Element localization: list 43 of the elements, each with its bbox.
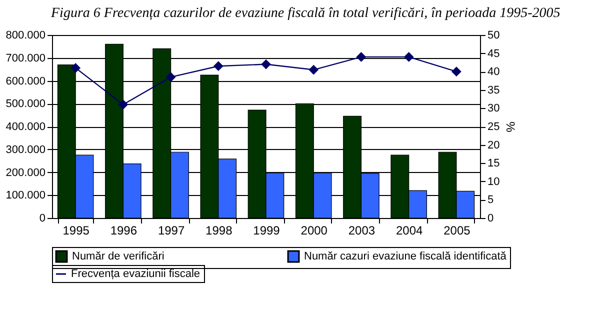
y-tick-label: 0 xyxy=(39,212,46,224)
point xyxy=(71,63,80,72)
y-tick-label: 300.000 xyxy=(6,144,46,156)
y2-tick-label: 25 xyxy=(488,121,500,133)
point xyxy=(118,100,128,110)
point xyxy=(309,65,318,74)
y-tick-label: 200.000 xyxy=(6,166,46,179)
y2-tick-label: 20 xyxy=(488,139,500,152)
x-tick-label: 2004 xyxy=(396,224,423,238)
y-tick-label: 600.000 xyxy=(6,75,46,88)
point xyxy=(166,72,176,82)
y2-tick-label: 30 xyxy=(488,102,500,115)
point xyxy=(356,52,366,62)
y-tick-label: 100.000 xyxy=(6,190,46,202)
y-tick-label: 800.000 xyxy=(6,30,46,42)
legend-label: Număr cazuri evaziune fiscală identificată xyxy=(304,250,508,263)
point xyxy=(404,52,414,62)
y2-tick-label: 15 xyxy=(488,158,500,170)
legend-label: Număr de verificări xyxy=(72,250,164,263)
y2-tick-label: 50 xyxy=(488,30,500,42)
x-tick-label: 1999 xyxy=(253,224,280,238)
y2-tick-label: 45 xyxy=(488,48,500,60)
point xyxy=(214,62,223,71)
point xyxy=(261,60,271,69)
x-tick-label: 1997 xyxy=(158,224,185,238)
y-tick-label: 400.000 xyxy=(6,121,46,133)
y-tick-label: 700.000 xyxy=(6,52,46,64)
legend-label: Frecvența evaziunii fiscale xyxy=(71,268,200,280)
x-tick-label: 1998 xyxy=(206,224,233,238)
y2-tick-label: 10 xyxy=(488,176,500,188)
x-tick-label: 2005 xyxy=(444,224,471,238)
y2-axis-title: % xyxy=(504,122,518,133)
y-tick-label: 500.000 xyxy=(6,98,46,110)
x-tick-label: 2003 xyxy=(348,224,376,238)
y2-tick-label: 40 xyxy=(488,66,500,78)
point xyxy=(452,67,461,76)
x-tick-label: 2000 xyxy=(300,224,328,238)
y2-tick-label: 0 xyxy=(488,212,494,224)
chart-title: Figura 6 Frecvența cazurilor de evaziune fiscală în total verificări, în perioada 1995-2005 xyxy=(50,5,562,23)
y2-tick-label: 5 xyxy=(488,194,494,206)
x-tick-label: 1995 xyxy=(62,224,90,238)
y2-tick-label: 35 xyxy=(488,84,500,96)
x-tick-label: 1996 xyxy=(110,224,138,238)
